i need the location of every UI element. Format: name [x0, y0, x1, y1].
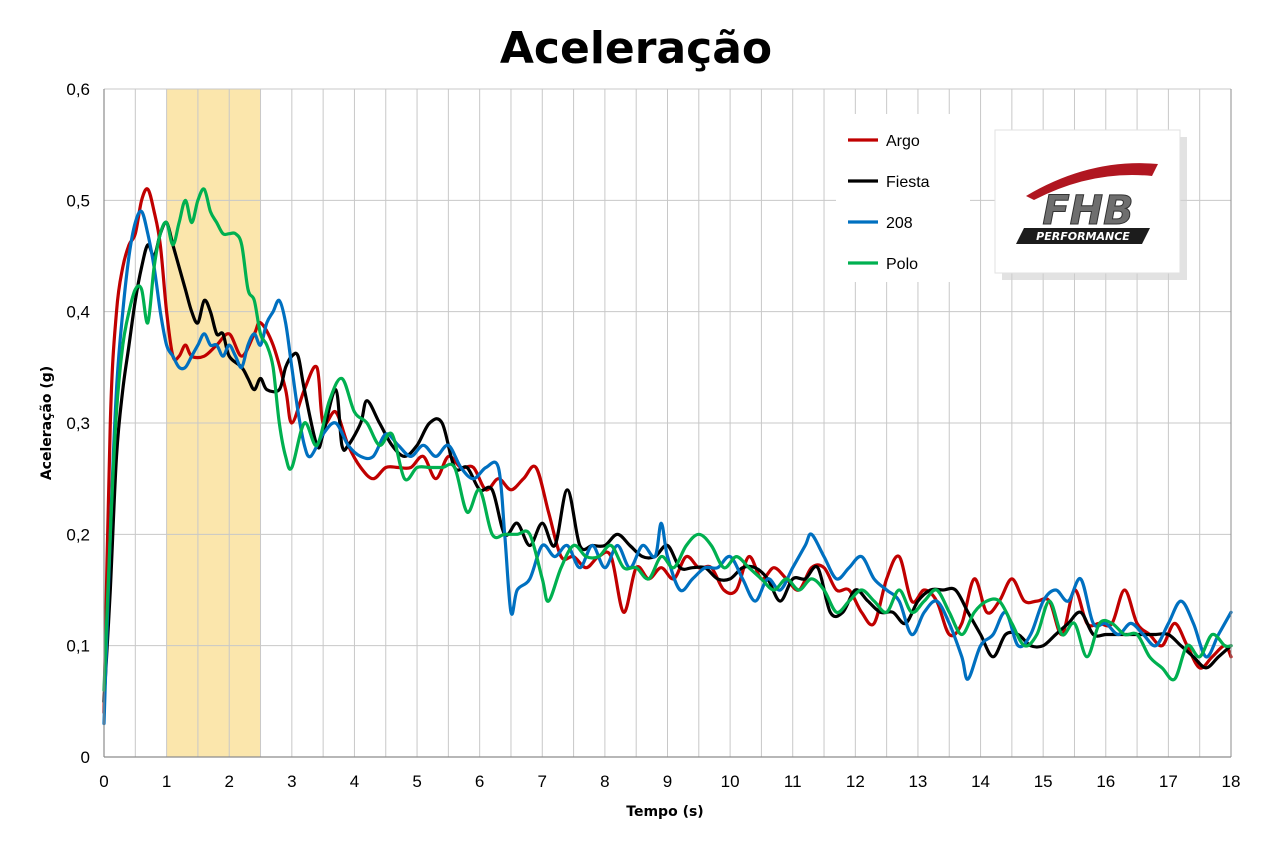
chart-title: Aceleração — [500, 23, 772, 74]
y-tick-label: 0,2 — [66, 525, 90, 544]
legend-label-fiesta: Fiesta — [886, 174, 930, 191]
logo-banner — [1016, 228, 1150, 244]
logo-speed-arc-icon — [1026, 163, 1158, 200]
x-tick-label: 7 — [538, 772, 547, 791]
legend: Argo Fiesta 208 Polo — [836, 114, 970, 282]
x-tick-label: 16 — [1096, 772, 1115, 791]
axis-layer — [103, 89, 1232, 758]
series-layer — [102, 187, 1233, 726]
x-tick-label: 17 — [1159, 772, 1178, 791]
series-line-polo — [102, 187, 1233, 692]
logo-box — [994, 129, 1181, 274]
x-tick-label: 14 — [971, 772, 990, 791]
x-tick-label: 18 — [1222, 772, 1241, 791]
x-tick-label: 15 — [1034, 772, 1053, 791]
y-tick-label: 0,1 — [66, 637, 90, 656]
x-tick-label: 9 — [663, 772, 672, 791]
y-tick-label: 0,3 — [66, 414, 90, 433]
x-tick-label: 5 — [412, 772, 421, 791]
x-tick-label: 0 — [99, 772, 108, 791]
series-line-argo — [102, 187, 1233, 715]
legend-label-polo: Polo — [886, 256, 918, 273]
x-tick-label: 12 — [846, 772, 865, 791]
fhb-logo: FHB PERFORMANCE — [994, 129, 1187, 280]
y-tick-label: 0,4 — [66, 303, 90, 322]
x-tick-label: 3 — [287, 772, 296, 791]
x-tick-label: 6 — [475, 772, 484, 791]
x-tick-label: 1 — [162, 772, 171, 791]
x-tick-label: 10 — [721, 772, 740, 791]
x-tick-label: 11 — [784, 772, 802, 791]
logo-main-text: FHB — [1042, 188, 1133, 234]
y-axis-label: Aceleração (g) — [39, 366, 55, 480]
x-tick-label: 4 — [350, 772, 359, 791]
x-tick-label: 2 — [224, 772, 233, 791]
legend-label-argo: Argo — [886, 133, 920, 150]
tick-labels: 0 1 2 3 4 5 6 7 8 9 10 11 12 13 14 15 16 17 1800,10,20,30,… — [66, 80, 1240, 791]
y-tick-label: 0,6 — [66, 80, 90, 99]
legend-label-208: 208 — [886, 215, 913, 232]
legend-items: Argo Fiesta 208 Polo — [848, 133, 930, 273]
y-tick-label: 0 — [81, 748, 90, 767]
x-tick-label: 13 — [908, 772, 927, 791]
series-line-fiesta — [102, 220, 1233, 703]
legend-box — [836, 114, 970, 282]
x-axis-label: Tempo (s) — [626, 804, 703, 820]
logo-sub-text: PERFORMANCE — [1036, 230, 1130, 243]
x-tick-label: 8 — [600, 772, 609, 791]
series-line-208 — [102, 209, 1233, 726]
y-tick-label: 0,5 — [66, 191, 90, 210]
